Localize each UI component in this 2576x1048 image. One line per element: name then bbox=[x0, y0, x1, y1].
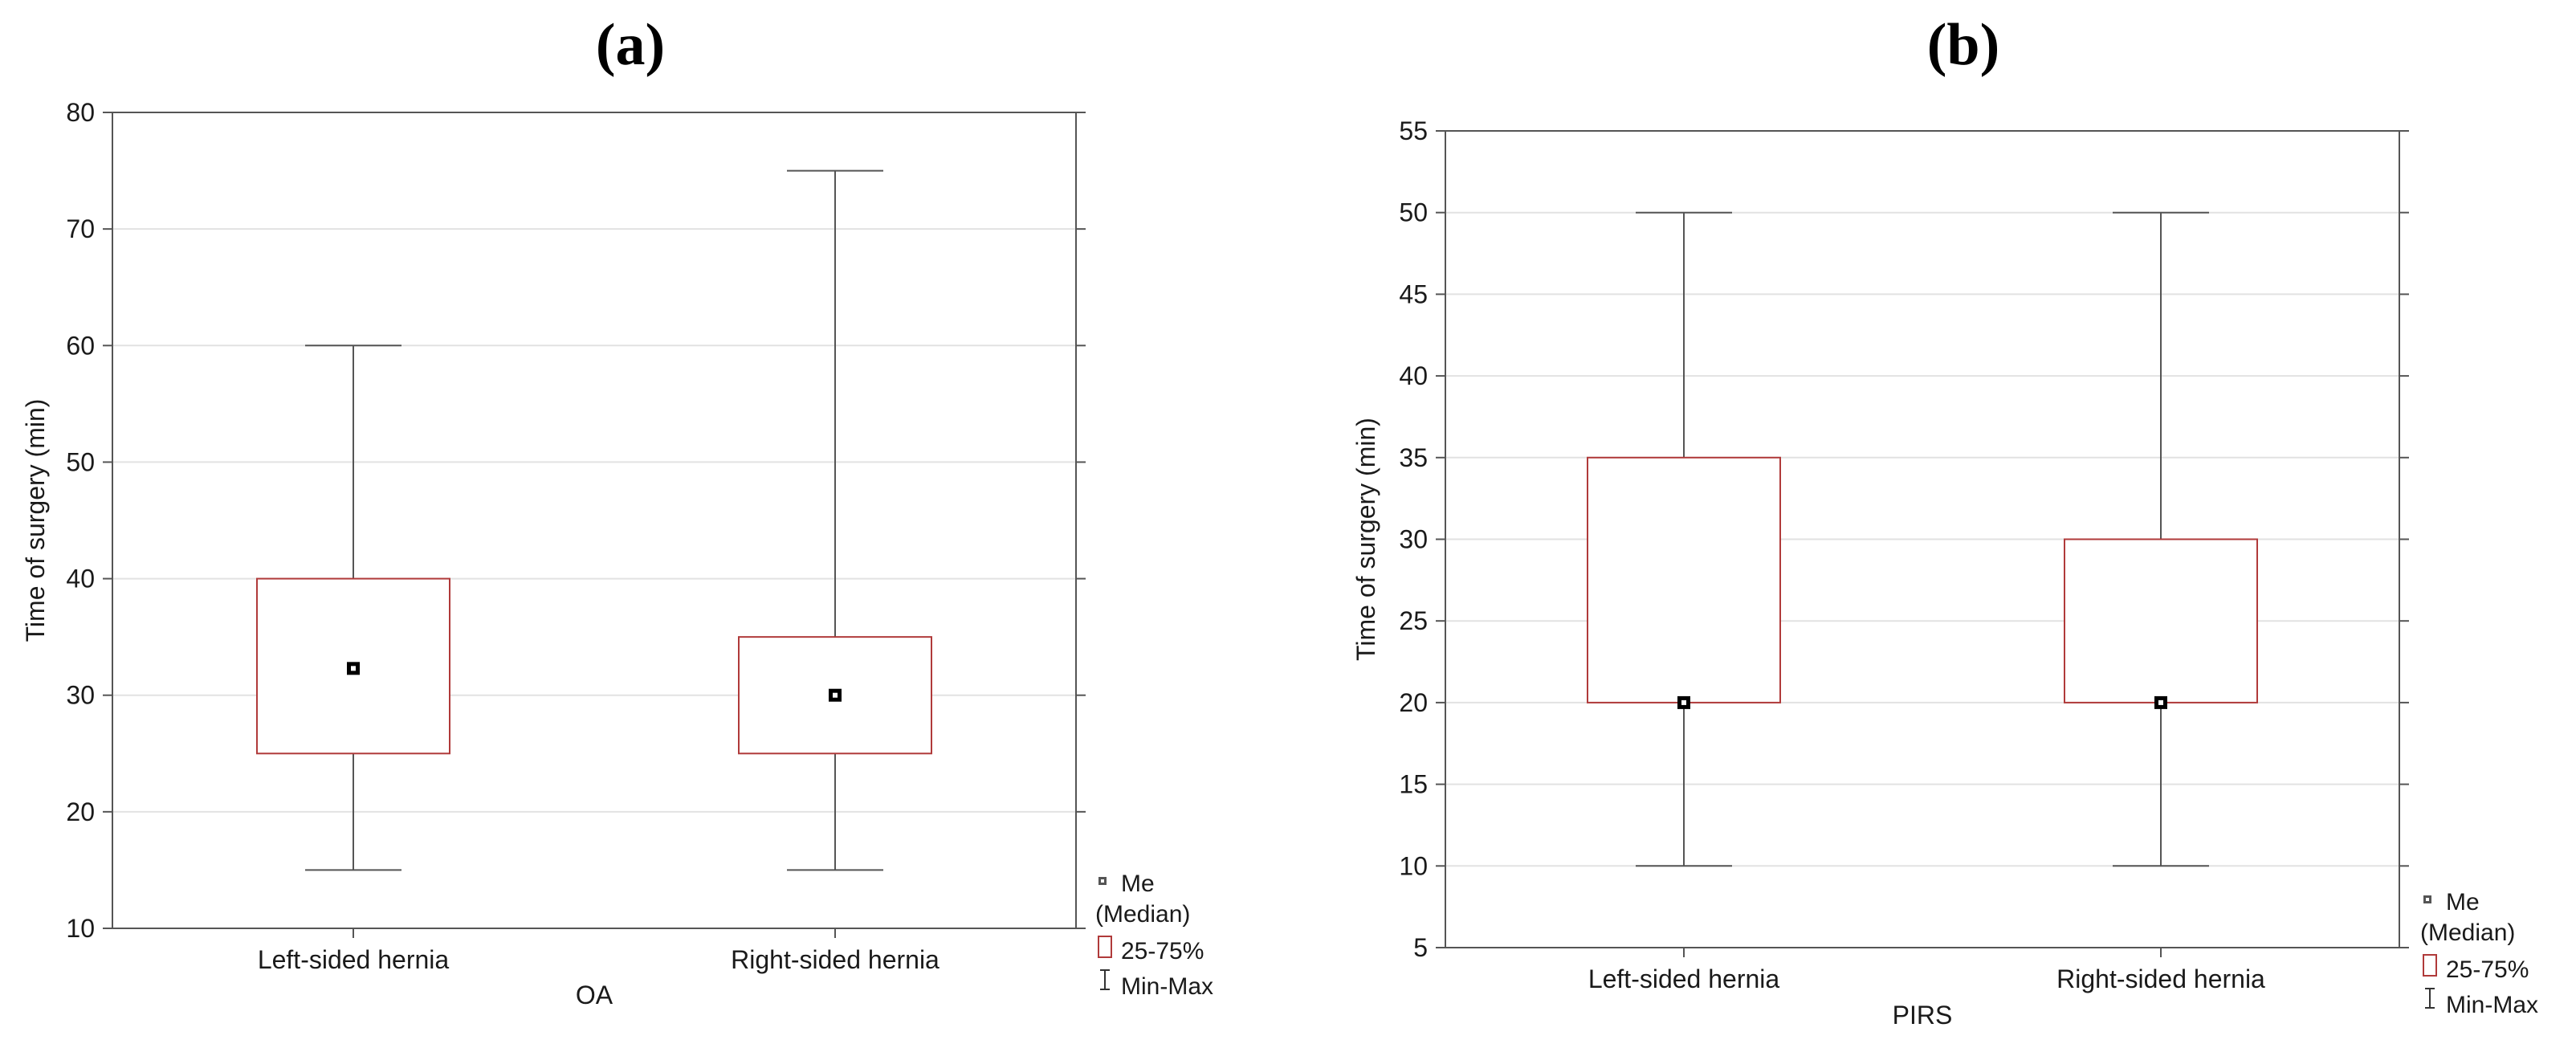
legend-minmax-label: Min-Max bbox=[1121, 973, 1213, 1000]
x-tick-label: Right-sided hernia bbox=[2056, 964, 2265, 993]
legend-box-icon bbox=[1098, 936, 1112, 958]
panel-title: (b) bbox=[1927, 12, 1999, 78]
y-tick-label: 40 bbox=[66, 565, 95, 593]
legend-median-icon-center bbox=[2426, 898, 2429, 901]
median-marker-center bbox=[833, 692, 838, 698]
legend-median-label: Me bbox=[1121, 871, 1155, 897]
y-tick-label: 50 bbox=[1399, 198, 1428, 227]
y-tick-label: 10 bbox=[1399, 851, 1428, 880]
x-tick-label: Left-sided hernia bbox=[258, 945, 450, 974]
y-tick-label: 80 bbox=[66, 98, 95, 127]
x-axis-label: PIRS bbox=[1893, 1001, 1953, 1030]
plot-frame bbox=[112, 112, 1077, 929]
panel-title: (a) bbox=[596, 12, 665, 78]
legend-box-label: 25-75% bbox=[2446, 956, 2529, 983]
legend-median-label: Me bbox=[2446, 889, 2480, 915]
y-tick-label: 5 bbox=[1413, 933, 1428, 962]
y-tick-label: 20 bbox=[66, 797, 95, 826]
y-tick-label: 50 bbox=[66, 447, 95, 476]
legend-median-label-cont: (Median) bbox=[2420, 920, 2515, 946]
legend-minmax-label: Min-Max bbox=[2446, 992, 2538, 1018]
y-tick-label: 45 bbox=[1399, 279, 1428, 308]
legend-box-label: 25-75% bbox=[1121, 938, 1204, 964]
y-tick-label: 15 bbox=[1399, 770, 1428, 799]
y-tick-label: 55 bbox=[1399, 116, 1428, 145]
legend-box-icon bbox=[2423, 954, 2437, 977]
legend-median-label-cont: (Median) bbox=[1095, 901, 1190, 928]
legend: Me (Median) 25-75% Min-Max bbox=[2420, 889, 2538, 1018]
y-axis-label: Time of surgery (min) bbox=[1351, 418, 1380, 661]
y-tick-label: 70 bbox=[66, 214, 95, 243]
box-25-75 bbox=[2064, 538, 2258, 703]
legend-median-icon-center bbox=[1101, 879, 1104, 883]
y-tick-label: 10 bbox=[66, 914, 95, 943]
y-tick-label: 40 bbox=[1399, 361, 1428, 390]
y-tick-label: 35 bbox=[1399, 443, 1428, 472]
y-axis-label: Time of surgery (min) bbox=[21, 399, 50, 642]
median-marker-center bbox=[351, 666, 356, 671]
y-tick-label: 60 bbox=[66, 331, 95, 360]
median-marker-center bbox=[1681, 699, 1686, 705]
y-tick-label: 30 bbox=[66, 681, 95, 710]
y-tick-label: 30 bbox=[1399, 525, 1428, 554]
box-25-75 bbox=[1587, 456, 1781, 703]
x-tick-label: Left-sided hernia bbox=[1588, 964, 1780, 993]
x-axis-label: OA bbox=[576, 981, 613, 1009]
y-tick-label: 25 bbox=[1399, 606, 1428, 635]
chart-panel-b: (b) 5 10 15 20 25 30 35 40 45 50 55 Time of surgery … bbox=[1351, 12, 2538, 1030]
y-tick-label: 20 bbox=[1399, 688, 1428, 717]
x-tick-label: Right-sided hernia bbox=[731, 945, 940, 974]
chart-panel-a: (a) 10 20 30 40 50 60 70 80 Time of surgery (min)… bbox=[21, 12, 1213, 1009]
legend: Me (Median) 25-75% Min-Max bbox=[1095, 871, 1213, 1000]
median-marker-center bbox=[2158, 699, 2163, 705]
